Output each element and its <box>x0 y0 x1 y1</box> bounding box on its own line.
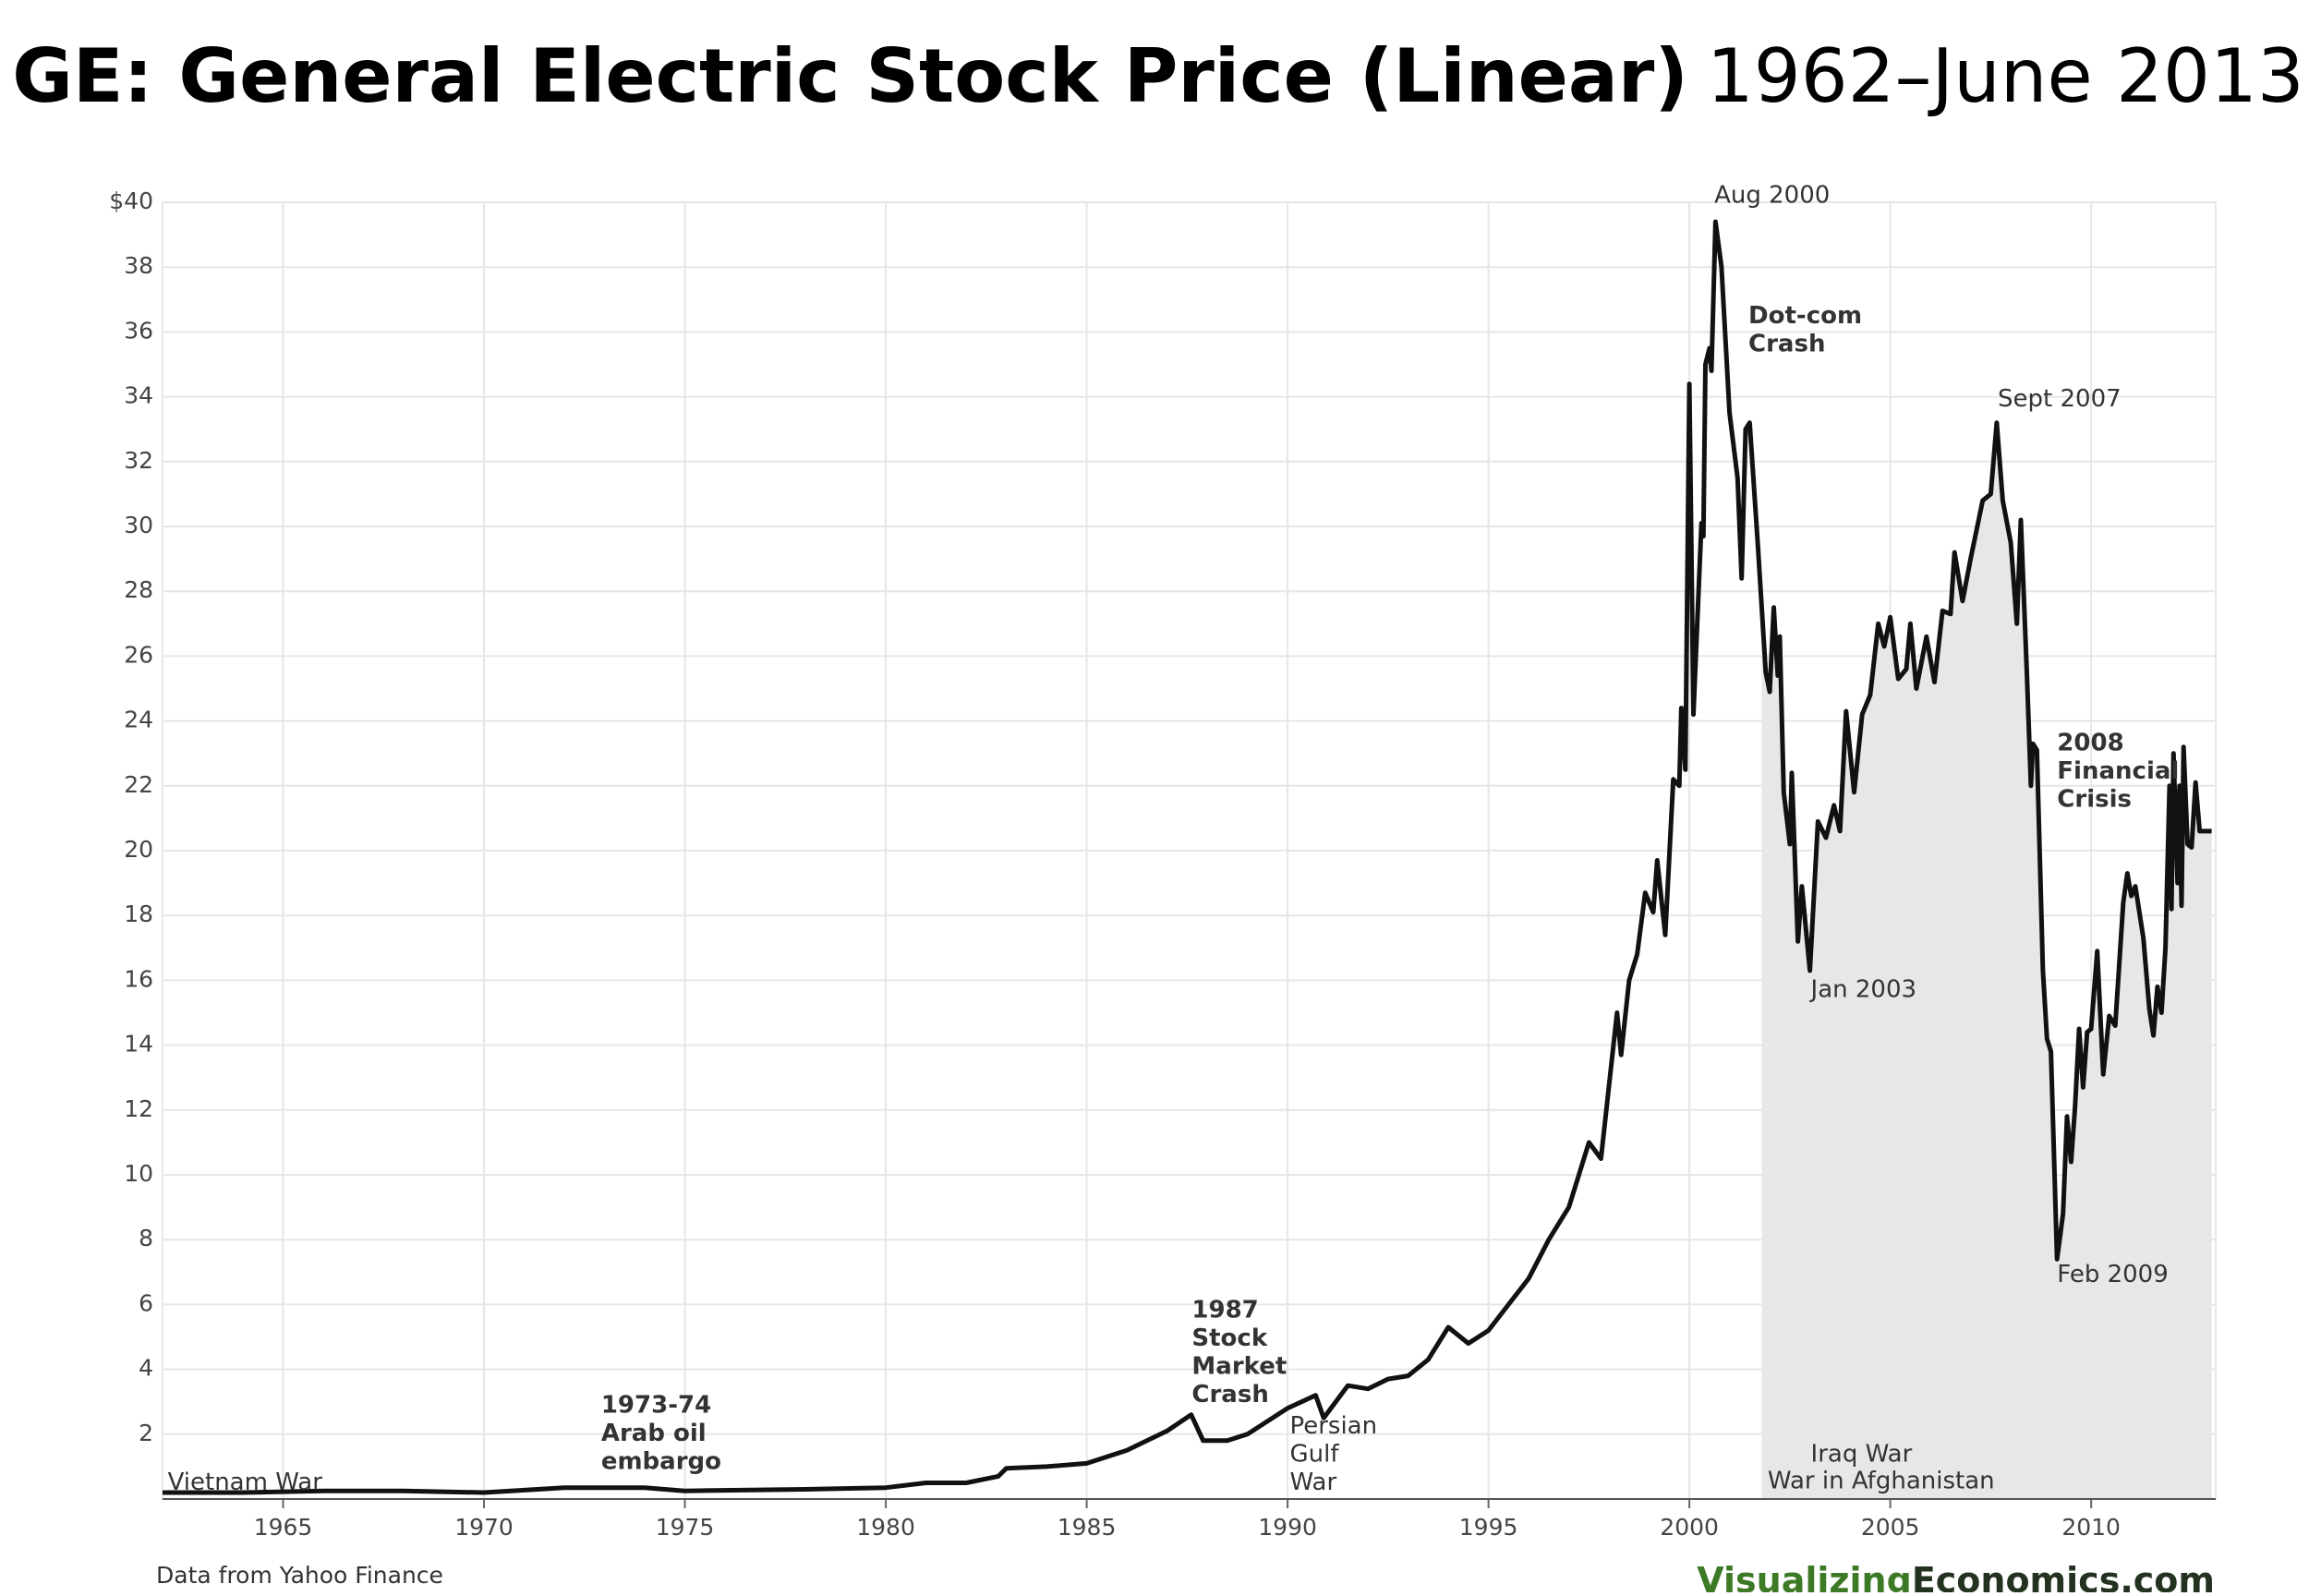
annotation: Persian <box>1289 1412 1377 1440</box>
annotation: 1987 <box>1191 1296 1258 1324</box>
annotation: Jan 2003 <box>1809 975 1917 1003</box>
y-tick-label: 38 <box>124 252 153 279</box>
y-tick-label: 18 <box>124 901 153 927</box>
y-tick-label: 2 <box>139 1420 153 1446</box>
annotation: Dot-com <box>1748 302 1862 330</box>
annotation: Feb 2009 <box>2057 1261 2168 1288</box>
brand-part: Economics.com <box>1912 1560 2215 1593</box>
y-tick-label: 12 <box>124 1095 153 1122</box>
annotation: Financial <box>2057 757 2179 785</box>
x-tick-label: 1995 <box>1459 1514 1518 1541</box>
annotation: 1973-74 <box>601 1391 711 1419</box>
annotation: Aug 2000 <box>1714 182 1830 210</box>
annotation: War <box>1289 1469 1336 1496</box>
y-tick-label: 10 <box>124 1160 153 1187</box>
annotation: Gulf <box>1289 1440 1339 1468</box>
annotation: embargo <box>601 1447 721 1475</box>
annotation: Sept 2007 <box>1998 385 2122 413</box>
annotation: War in Afghanistan <box>1768 1467 1995 1494</box>
y-tick-label: 32 <box>124 447 153 474</box>
y-tick-label: 8 <box>139 1225 153 1251</box>
x-tick-label: 1970 <box>454 1514 514 1541</box>
x-tick-label: 2010 <box>2061 1514 2121 1541</box>
annotation: Stock <box>1191 1324 1267 1352</box>
y-tick-label: 20 <box>124 836 153 863</box>
x-tick-label: 1980 <box>856 1514 915 1541</box>
chart-title: GE: General Electric Stock Price (Linear… <box>12 33 2304 119</box>
y-tick-label: 22 <box>124 771 153 798</box>
brand-part: Visualizing <box>1697 1560 1912 1593</box>
y-tick-label: 6 <box>139 1289 153 1316</box>
y-tick-label: 26 <box>124 641 153 668</box>
x-tick-label: 1990 <box>1258 1514 1317 1541</box>
annotation: Crisis <box>2057 786 2132 814</box>
y-tick-label: $40 <box>109 187 153 214</box>
x-tick-label: 2005 <box>1861 1514 1920 1541</box>
price-line <box>163 219 2212 1495</box>
annotation: Crash <box>1191 1381 1268 1409</box>
annotation: Iraq War <box>1811 1440 1913 1468</box>
y-tick-label: 16 <box>124 965 153 992</box>
x-tick-label: 1985 <box>1058 1514 1117 1541</box>
subtitle: 1962–June 2013 <box>1707 33 2304 119</box>
y-tick-label: 4 <box>139 1355 153 1382</box>
annotation: Market <box>1191 1353 1287 1381</box>
y-tick-label: 36 <box>124 317 153 344</box>
annotation: 2008 <box>2057 730 2123 757</box>
x-tick-label: 1965 <box>254 1514 313 1541</box>
war-period-shade <box>1761 422 2212 1500</box>
y-tick-label: 34 <box>124 382 153 409</box>
x-tick-label: 1975 <box>656 1514 715 1541</box>
x-tick-label: 2000 <box>1660 1514 1719 1541</box>
source: Data from Yahoo Finance <box>156 1562 443 1589</box>
annotation: Vietnam War <box>168 1469 323 1496</box>
y-tick-label: 24 <box>124 707 153 733</box>
annotation: Arab oil <box>601 1420 707 1447</box>
y-tick-label: 30 <box>124 512 153 538</box>
annotation: Crash <box>1748 330 1825 357</box>
title: GE: General Electric Stock Price (Linear… <box>12 33 1688 119</box>
y-tick-label: 14 <box>124 1031 153 1058</box>
brand: VisualizingEconomics.com <box>1697 1560 2215 1593</box>
y-tick-label: 28 <box>124 576 153 603</box>
